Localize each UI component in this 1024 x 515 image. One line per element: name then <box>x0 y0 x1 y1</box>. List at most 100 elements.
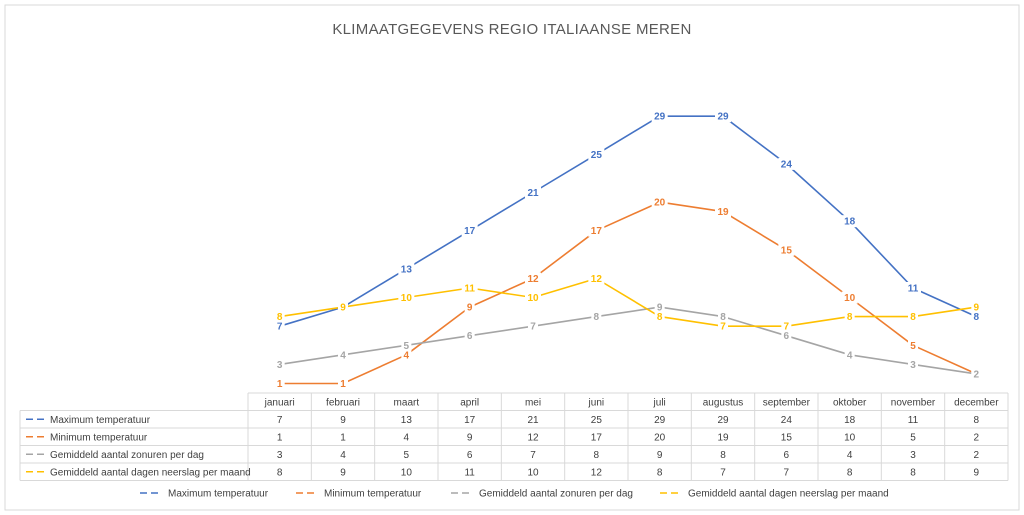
table-row-label: Gemiddeld aantal dagen neerslag per maan… <box>50 467 251 478</box>
table-row-label: Gemiddeld aantal zonuren per dag <box>50 450 204 461</box>
table-cell: 3 <box>277 450 283 461</box>
table-header-cell: juni <box>588 397 605 408</box>
table-cell: 2 <box>974 450 980 461</box>
table-cell: 4 <box>847 450 853 461</box>
table-cell: 18 <box>844 415 856 426</box>
data-label-bg <box>908 358 918 371</box>
legend-label: Gemiddeld aantal zonuren per dag <box>479 489 633 500</box>
data-label-bg <box>461 282 478 294</box>
data-label-bg <box>588 224 605 237</box>
data-label-gemiddeld-aantal-dagen-neerslag-per-maand: 7 <box>784 322 790 333</box>
data-table: januari februari maart april mei juni juli augu… <box>19 392 1009 481</box>
data-label-minimum-temperatuur: 12 <box>527 274 539 285</box>
table-cell: 5 <box>910 432 916 443</box>
table-cell: 24 <box>781 415 793 426</box>
table-cell: 7 <box>784 467 790 478</box>
data-label-minimum-temperatuur: 1 <box>340 379 346 390</box>
table-cell: 8 <box>847 467 853 478</box>
data-label-bg <box>401 348 412 361</box>
series-line-maximum-temperatuur <box>279 115 977 327</box>
table-cell: 9 <box>340 415 346 426</box>
table-cell: 10 <box>401 467 413 478</box>
data-label-gemiddeld-aantal-zonuren-per-dag: 3 <box>910 360 916 371</box>
table-cell: 15 <box>781 432 793 443</box>
table-cell: 19 <box>717 432 729 443</box>
data-label-minimum-temperatuur: 10 <box>844 293 856 304</box>
table-cell: 8 <box>277 467 283 478</box>
table-header-cell: februari <box>326 397 360 408</box>
table-cell: 8 <box>657 467 663 478</box>
table-header-cell: januari <box>264 397 295 408</box>
data-label-bg <box>971 310 982 323</box>
table-cell: 25 <box>591 415 603 426</box>
series-line-gemiddeld-aantal-dagen-neerslag-per-maand <box>279 277 977 328</box>
data-label-gemiddeld-aantal-dagen-neerslag-per-maand: 7 <box>720 322 726 333</box>
table-cell: 10 <box>844 432 856 443</box>
data-label-bg <box>905 282 921 294</box>
table-cell: 3 <box>910 450 916 461</box>
table-cell: 6 <box>467 450 473 461</box>
data-label-bg <box>844 310 855 323</box>
data-label-gemiddeld-aantal-zonuren-per-dag: 5 <box>404 341 410 352</box>
table-header-cell: augustus <box>703 397 744 408</box>
data-label-minimum-temperatuur: 4 <box>404 350 410 361</box>
data-label-bg <box>525 291 541 304</box>
data-label-bg <box>338 377 348 390</box>
data-label-bg <box>778 157 795 170</box>
data-label-maximum-temperatuur: 24 <box>781 159 793 170</box>
data-label-bg <box>841 215 858 228</box>
data-label-bg <box>908 339 918 352</box>
chart-border <box>4 4 1020 511</box>
table-cell: 9 <box>340 467 346 478</box>
table-row-label: Minimum temperatuur <box>50 432 148 443</box>
data-label-bg <box>715 205 731 218</box>
table-cell: 2 <box>974 432 980 443</box>
legend-label: Gemiddeld aantal dagen neerslag per maan… <box>688 489 889 500</box>
data-label-gemiddeld-aantal-dagen-neerslag-per-maand: 12 <box>591 274 603 285</box>
table-row-label: Maximum temperatuur <box>50 415 151 426</box>
table-cell: 6 <box>784 450 790 461</box>
data-label-maximum-temperatuur: 13 <box>401 264 413 275</box>
data-label-gemiddeld-aantal-dagen-neerslag-per-maand: 8 <box>847 312 853 323</box>
table-cell: 17 <box>591 432 603 443</box>
data-label-bg <box>464 329 475 342</box>
data-label-bg <box>274 358 285 371</box>
data-label-bg <box>844 348 855 361</box>
table-cell: 29 <box>654 415 666 426</box>
data-label-bg <box>971 367 982 380</box>
data-label-gemiddeld-aantal-zonuren-per-dag: 8 <box>594 312 600 323</box>
data-label-bg <box>654 301 665 314</box>
data-label-bg <box>398 262 415 275</box>
data-label-minimum-temperatuur: 19 <box>717 207 729 218</box>
table-header-cell: november <box>891 397 936 408</box>
data-label-bg <box>338 348 348 361</box>
data-label-bg <box>588 272 605 285</box>
data-label-gemiddeld-aantal-dagen-neerslag-per-maand: 11 <box>464 284 475 295</box>
data-label-bg <box>528 320 538 333</box>
table-cell: 12 <box>591 467 603 478</box>
table-cell: 7 <box>720 467 726 478</box>
table-cell: 9 <box>467 432 473 443</box>
data-label-bg <box>274 320 285 333</box>
data-label-gemiddeld-aantal-dagen-neerslag-per-maand: 10 <box>527 293 539 304</box>
data-label-minimum-temperatuur: 20 <box>654 198 666 209</box>
table-cell: 8 <box>974 415 980 426</box>
data-label-gemiddeld-aantal-zonuren-per-dag: 2 <box>974 369 980 380</box>
table-cell: 13 <box>401 415 413 426</box>
data-label-gemiddeld-aantal-zonuren-per-dag: 7 <box>530 322 536 333</box>
data-label-bg <box>588 148 605 161</box>
data-label-maximum-temperatuur: 25 <box>591 150 603 161</box>
table-cell: 4 <box>340 450 346 461</box>
data-label-gemiddeld-aantal-dagen-neerslag-per-maand: 10 <box>401 293 413 304</box>
data-label-bg <box>464 301 475 314</box>
data-label-bg <box>591 310 602 323</box>
data-label-bg <box>778 243 795 256</box>
series-line-minimum-temperatuur <box>279 201 977 385</box>
data-label-bg <box>651 110 668 123</box>
data-label-gemiddeld-aantal-zonuren-per-dag: 4 <box>340 350 346 361</box>
data-label-bg <box>781 320 792 333</box>
data-label-maximum-temperatuur: 21 <box>527 188 539 199</box>
data-label-gemiddeld-aantal-zonuren-per-dag: 3 <box>277 360 283 371</box>
